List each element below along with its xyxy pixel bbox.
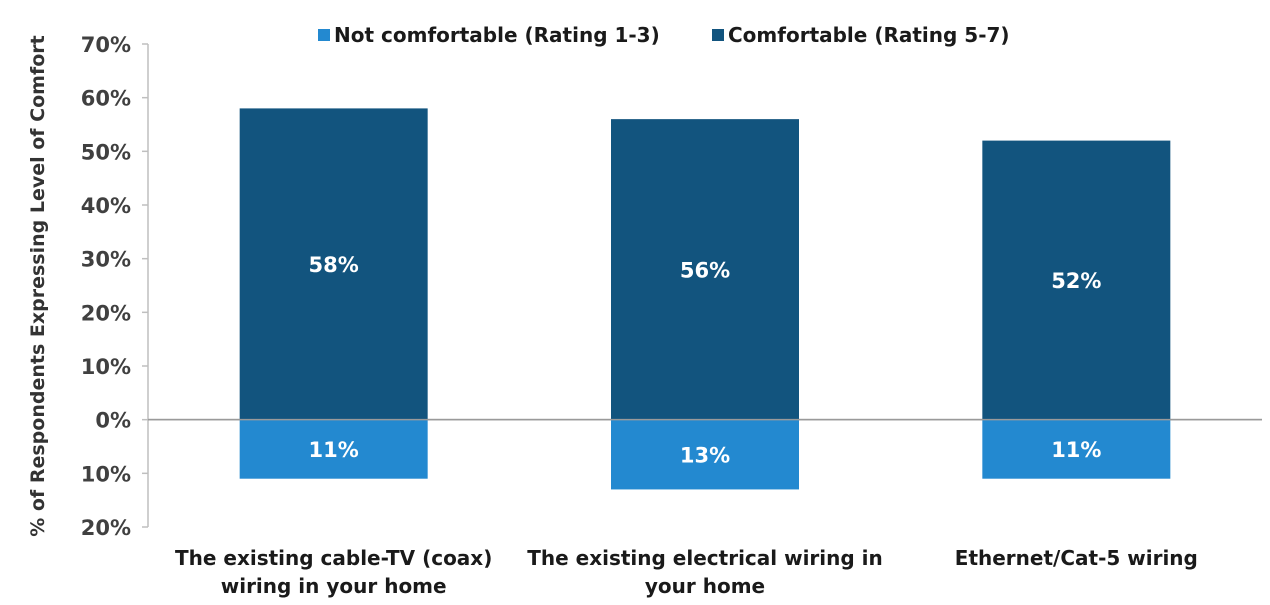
data-label: 52% xyxy=(1051,269,1101,293)
y-tick-label: 0% xyxy=(95,409,131,433)
legend-label: Not comfortable (Rating 1-3) xyxy=(334,23,660,47)
bar-not-comfortable-3 xyxy=(982,419,1171,479)
y-tick-label: 60% xyxy=(81,87,131,111)
legend-label: Comfortable (Rating 5-7) xyxy=(728,23,1010,47)
data-label: 11% xyxy=(1051,438,1101,462)
legend-swatch xyxy=(318,29,330,41)
bar-comfortable-3 xyxy=(982,140,1171,420)
y-tick-label: 10% xyxy=(81,462,131,486)
data-label: 11% xyxy=(309,438,359,462)
data-label: 58% xyxy=(309,253,359,277)
category-labels: The existing cable-TV (coax) wiring in yo… xyxy=(175,546,1198,598)
legend-item: Not comfortable (Rating 1-3) xyxy=(318,23,660,47)
y-tick-labels: 70% 60% 50% 40% 30% 20% 10% 0% 10% 20% xyxy=(81,33,131,540)
category-label: The existing electrical wiring in xyxy=(527,546,883,570)
y-tick-label: 20% xyxy=(81,301,131,325)
category-label: wiring in your home xyxy=(221,574,447,598)
category-label: your home xyxy=(645,574,765,598)
bars xyxy=(148,108,1262,490)
legend-item: Comfortable (Rating 5-7) xyxy=(712,23,1010,47)
bar-comfortable-1 xyxy=(239,108,428,420)
y-tick-label: 10% xyxy=(81,355,131,379)
category-label: The existing cable-TV (coax) xyxy=(175,546,492,570)
data-label: 13% xyxy=(680,444,730,468)
y-tick-label: 30% xyxy=(81,248,131,272)
data-labels: 11% 13% 11% 58% 56% 52% xyxy=(309,253,1102,468)
y-tick-label: 70% xyxy=(81,33,131,57)
y-axis-label: % of Respondents Expressing Level of Com… xyxy=(27,35,49,536)
bar-comfortable-2 xyxy=(611,119,799,420)
y-tick-label: 50% xyxy=(81,140,131,164)
legend-swatch xyxy=(712,29,724,41)
bar-not-comfortable-1 xyxy=(239,419,428,479)
bar-not-comfortable-2 xyxy=(611,419,799,490)
data-label: 56% xyxy=(680,258,730,282)
legend: Not comfortable (Rating 1-3) Comfortable … xyxy=(318,23,1010,47)
y-tick-label: 40% xyxy=(81,194,131,218)
y-tick-label: 20% xyxy=(81,516,131,540)
category-label: Ethernet/Cat-5 wiring xyxy=(955,546,1198,570)
